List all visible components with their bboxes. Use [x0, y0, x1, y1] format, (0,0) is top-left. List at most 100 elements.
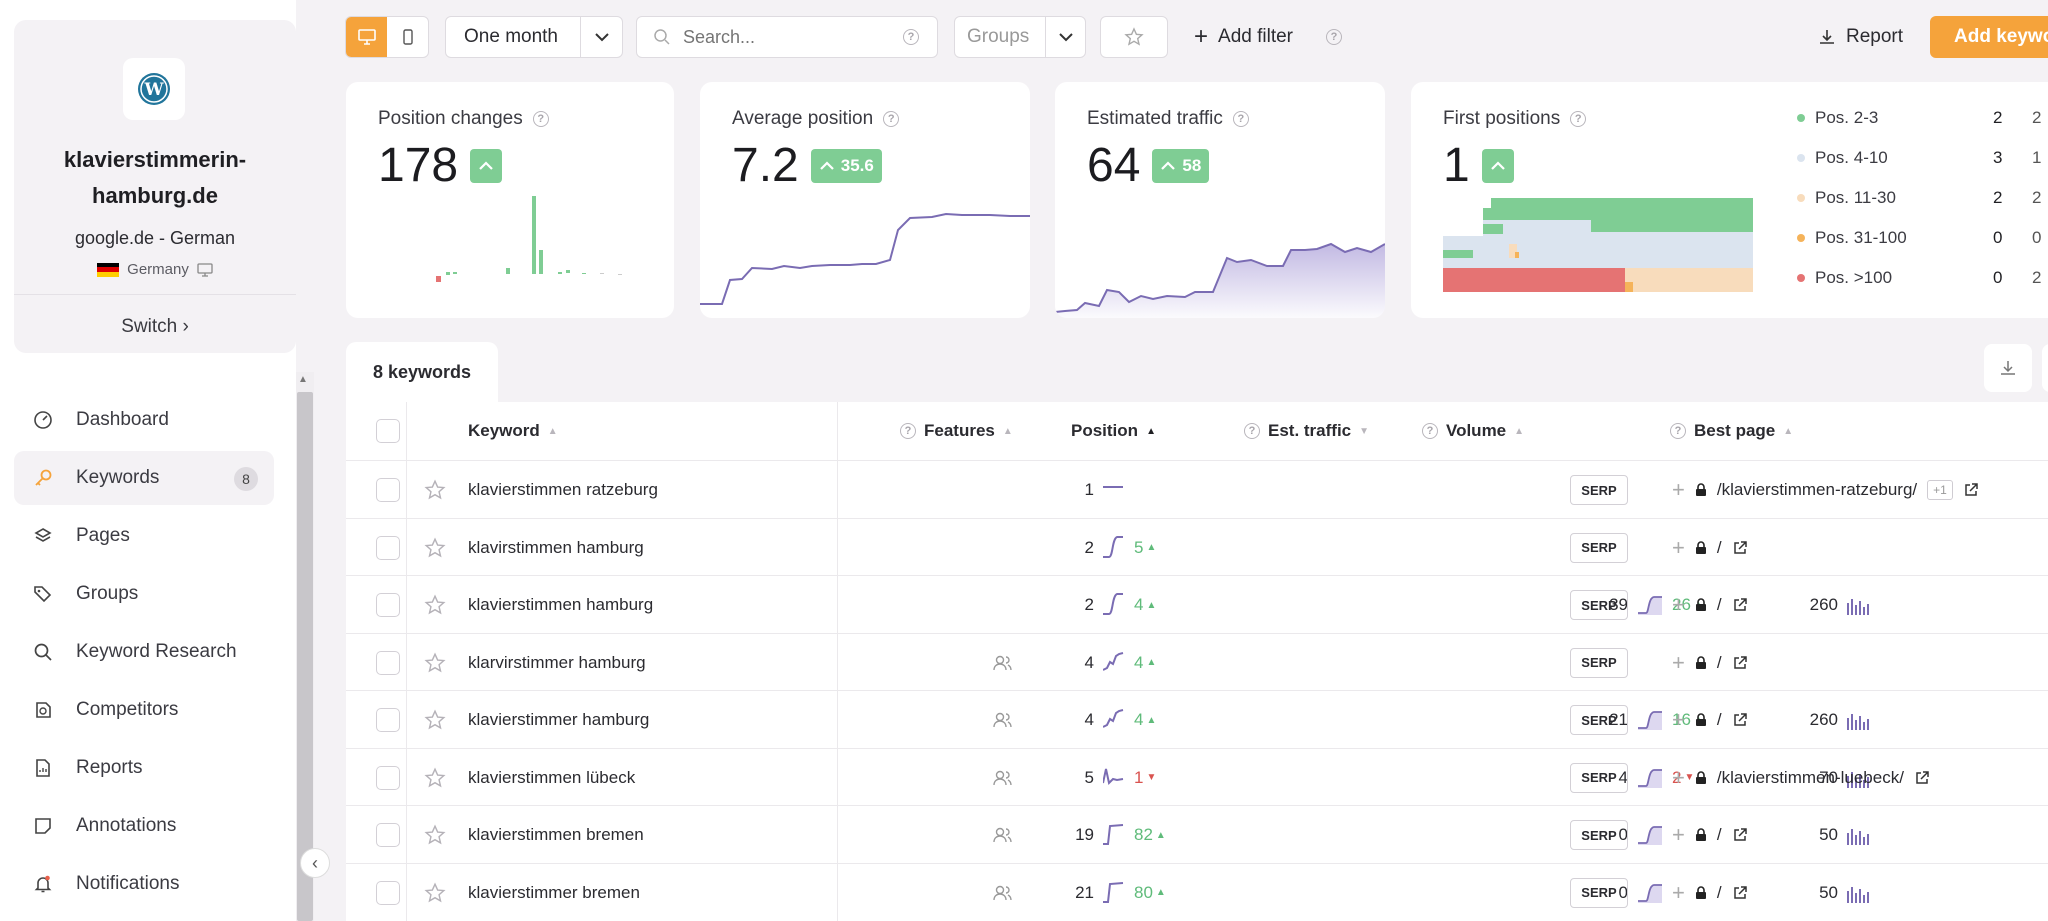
keyword-text[interactable]: klarvirstimmer hamburg	[468, 652, 646, 672]
favorite-star-icon[interactable]	[424, 576, 446, 634]
nav-keyword-research[interactable]: Keyword Research	[14, 625, 274, 679]
column-features[interactable]: ? Features ▲	[900, 402, 1013, 460]
add-filter-button[interactable]: + Add filter	[1194, 23, 1293, 50]
favorite-star-icon[interactable]	[424, 691, 446, 749]
help-icon[interactable]: ?	[1244, 423, 1260, 439]
row-checkbox[interactable]	[376, 535, 400, 560]
row-checkbox[interactable]	[376, 650, 400, 675]
table-row[interactable]: klavierstimmer bremen 21 80 ▲ 0 50 SERP + /	[346, 862, 2048, 921]
best-page-link[interactable]: /	[1716, 652, 1722, 672]
export-button[interactable]	[1984, 344, 2032, 392]
nav-keywords[interactable]: Keywords 8	[14, 451, 274, 505]
table-row[interactable]: klavierstimmen bremen 19 82 ▲ 0 50 SERP + /	[346, 805, 2048, 863]
plus-icon[interactable]: +	[1672, 534, 1685, 560]
external-link-icon[interactable]	[1914, 770, 1930, 786]
keyword-text[interactable]: klavierstimmen hamburg	[468, 595, 654, 614]
scrollbar-thumb[interactable]	[297, 392, 313, 921]
row-checkbox[interactable]	[376, 823, 400, 847]
nav-pages[interactable]: Pages	[14, 509, 274, 563]
row-checkbox[interactable]	[376, 765, 400, 790]
external-link-icon[interactable]	[1963, 482, 1979, 498]
help-icon[interactable]: ?	[1232, 111, 1249, 127]
column-position[interactable]: Position ▲	[1071, 421, 1156, 440]
nav-groups[interactable]: Groups	[14, 567, 274, 621]
external-link-icon[interactable]	[1732, 712, 1748, 728]
favorite-star-icon[interactable]	[424, 519, 446, 577]
nav-dashboard[interactable]: Dashboard	[14, 393, 274, 447]
plus-icon[interactable]: +	[1672, 592, 1685, 617]
best-page-link[interactable]: /	[1716, 825, 1722, 844]
external-link-icon[interactable]	[1732, 540, 1748, 556]
help-icon[interactable]: ?	[1570, 111, 1587, 127]
period-select[interactable]: One month	[445, 16, 623, 58]
table-row[interactable]: klarvirstimmer hamburg 4 4 ▲ SERP + /	[346, 632, 2048, 692]
plus-icon[interactable]: +	[1672, 477, 1685, 502]
help-icon[interactable]: ?	[903, 29, 919, 45]
help-icon[interactable]: ?	[900, 423, 916, 439]
external-link-icon[interactable]	[1732, 885, 1748, 901]
search-input[interactable]	[683, 26, 883, 48]
serp-button[interactable]: SERP	[1570, 647, 1628, 678]
row-checkbox[interactable]	[376, 880, 400, 905]
favorite-star-icon[interactable]	[424, 634, 446, 692]
serp-button[interactable]: SERP	[1570, 820, 1628, 850]
table-row[interactable]: klavierstimmen lübeck 5 1 ▼ 4 2 ▼ 70 SERP + /kla…	[346, 747, 2048, 806]
serp-button[interactable]: SERP	[1570, 877, 1628, 908]
keyword-text[interactable]: klavierstimmen ratzeburg	[468, 480, 658, 499]
serp-button[interactable]: SERP	[1570, 590, 1628, 620]
external-link-icon[interactable]	[1732, 827, 1748, 843]
best-page-link[interactable]: /klavierstimmen-ratzeburg/	[1716, 480, 1918, 499]
plus-icon[interactable]: +	[1672, 822, 1685, 847]
switch-project-button[interactable]: Switch ›	[121, 316, 189, 337]
help-icon[interactable]: ?	[1422, 423, 1438, 439]
plus-icon[interactable]: +	[1672, 707, 1685, 732]
favorites-filter-button[interactable]	[1100, 16, 1168, 58]
plus-icon[interactable]: +	[1672, 879, 1685, 905]
select-all-checkbox[interactable]	[376, 419, 400, 443]
serp-button[interactable]: SERP	[1570, 475, 1628, 505]
best-page-link[interactable]: /	[1716, 882, 1722, 902]
favorite-star-icon[interactable]	[424, 806, 446, 864]
row-checkbox[interactable]	[376, 708, 400, 732]
serp-button[interactable]: SERP	[1570, 705, 1628, 735]
best-page-link[interactable]: /	[1716, 537, 1722, 557]
nav-annotations[interactable]: Annotations	[14, 799, 274, 853]
help-icon[interactable]: ?	[1326, 29, 1342, 45]
plus-icon[interactable]: +	[1672, 764, 1685, 790]
best-page-link[interactable]: /	[1716, 710, 1722, 729]
row-checkbox[interactable]	[376, 593, 400, 617]
add-keyword-button[interactable]: Add keyword	[1930, 16, 2048, 58]
report-button[interactable]: Report	[1818, 26, 1903, 48]
mobile-view-button[interactable]	[387, 17, 428, 57]
favorite-star-icon[interactable]	[424, 864, 446, 921]
desktop-view-button[interactable]	[346, 17, 387, 57]
keyword-text[interactable]: klavirstimmen hamburg	[468, 537, 644, 557]
serp-button[interactable]: SERP	[1570, 762, 1628, 793]
favorite-star-icon[interactable]	[424, 461, 446, 519]
help-icon[interactable]: ?	[1670, 423, 1686, 439]
keyword-text[interactable]: klavierstimmer hamburg	[468, 710, 650, 729]
keyword-text[interactable]: klavierstimmen bremen	[468, 825, 644, 844]
tab-keywords[interactable]: 8 keywords	[346, 342, 498, 402]
keyword-text[interactable]: klavierstimmen lübeck	[468, 767, 636, 787]
column-volume[interactable]: ? Volume ▲	[1422, 402, 1524, 460]
best-page-link[interactable]: /klavierstimmen-luebeck/	[1716, 767, 1904, 787]
scroll-up-arrow-icon[interactable]: ▲	[298, 374, 308, 385]
groups-select[interactable]: Groups	[954, 16, 1086, 58]
best-page-link[interactable]: /	[1716, 595, 1722, 614]
external-link-icon[interactable]	[1732, 655, 1748, 671]
table-row[interactable]: klavierstimmen ratzeburg 1 SERP + /klavier…	[346, 460, 2048, 518]
external-link-icon[interactable]	[1732, 597, 1748, 613]
nav-reports[interactable]: Reports	[14, 741, 274, 795]
help-icon[interactable]: ?	[532, 111, 549, 127]
plus-icon[interactable]: +	[1672, 649, 1685, 675]
more-pages-badge[interactable]: +1	[1927, 480, 1953, 500]
column-est-traffic[interactable]: ? Est. traffic ▼	[1244, 402, 1369, 460]
collapse-sidebar-button[interactable]: ‹	[300, 848, 330, 878]
table-row[interactable]: klavirstimmen hamburg 2 5 ▲ SERP + /	[346, 517, 2048, 577]
keyword-text[interactable]: klavierstimmer bremen	[468, 882, 640, 902]
nav-notifications[interactable]: Notifications	[14, 857, 274, 911]
serp-button[interactable]: SERP	[1570, 532, 1628, 563]
